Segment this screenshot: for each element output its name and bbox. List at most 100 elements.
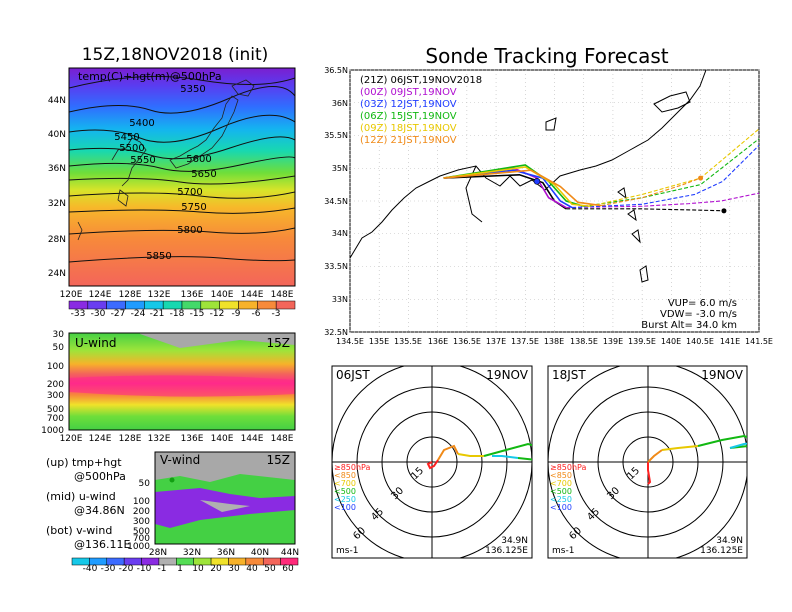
hodograph-segment bbox=[483, 442, 532, 461]
u-wind-time: 15Z bbox=[267, 336, 291, 350]
hodograph-segment bbox=[647, 462, 652, 485]
colorbar-label: -10 bbox=[137, 564, 152, 574]
wind-colorbar bbox=[71, 557, 299, 566]
colorbar-swatch bbox=[125, 300, 145, 310]
hodograph-segment bbox=[457, 453, 484, 457]
hodograph-time: 06JST bbox=[336, 368, 370, 382]
left-map-coastline bbox=[77, 79, 255, 241]
contour-label: 5400 bbox=[129, 118, 154, 129]
colorbar-label: 10 bbox=[192, 564, 204, 574]
hodograph-segment bbox=[492, 455, 519, 459]
lon-tick-label: 148E bbox=[271, 290, 294, 300]
level-legend-item: <850 bbox=[550, 471, 572, 480]
u-wind-label: U-wind bbox=[75, 336, 116, 350]
level-legend-item: <500 bbox=[334, 487, 356, 496]
note-subheading: @34.86N bbox=[74, 504, 125, 517]
level-legend-item: <250 bbox=[334, 495, 356, 504]
u-wind-y-axis: 30 50 100 200 300 500 700 1000 bbox=[41, 330, 64, 436]
v-wind-time: 15Z bbox=[267, 453, 291, 467]
temperature-colorbar bbox=[68, 300, 296, 310]
colorbar-label: -30 bbox=[101, 564, 116, 574]
pressure-tick-label: 50 bbox=[53, 343, 65, 353]
v-wind-label: V-wind bbox=[160, 453, 200, 467]
colorbar-swatch bbox=[68, 300, 89, 310]
contour-label: 5550 bbox=[130, 155, 155, 166]
colorbar-swatch bbox=[87, 300, 107, 310]
lon-tick-label: 124E bbox=[89, 290, 112, 300]
panel-description-notes: (up) tmp+hgt @500hPa (mid) u-wind @34.86… bbox=[46, 456, 130, 551]
hodograph-trace bbox=[647, 434, 747, 485]
colorbar-label: -18 bbox=[170, 309, 185, 319]
lon-tick-label: 141E bbox=[720, 337, 740, 346]
colorbar-label: -27 bbox=[111, 309, 126, 319]
colorbar-label: 20 bbox=[210, 564, 222, 574]
lat-tick-label: 33.5N bbox=[324, 262, 348, 271]
contour-label: 5350 bbox=[180, 84, 205, 95]
v-wind-panel bbox=[154, 451, 296, 545]
lon-tick-label: 120E bbox=[60, 434, 83, 444]
location-lat: 34.9N bbox=[501, 536, 528, 546]
colorbar-label: 40 bbox=[246, 564, 258, 574]
colorbar-label: -6 bbox=[252, 309, 261, 319]
forecast-tracks bbox=[443, 128, 759, 214]
colorbar-swatch bbox=[219, 300, 239, 310]
contour-label: 5750 bbox=[181, 202, 206, 213]
colorbar-label: -30 bbox=[91, 309, 106, 319]
lon-tick-label: 138.5E bbox=[570, 337, 598, 346]
lat-tick-label: 32N bbox=[183, 548, 201, 558]
hodograph-06jst: 15 30 45 60 bbox=[331, 365, 533, 559]
ascent-rate-label: VUP= 6.0 m/s bbox=[668, 298, 737, 309]
descent-track bbox=[601, 177, 701, 207]
colorbar-label: -20 bbox=[119, 564, 134, 574]
lon-tick-label: 140E bbox=[211, 290, 234, 300]
colorbar-label: -40 bbox=[83, 564, 98, 574]
pressure-tick-label: 500 bbox=[133, 527, 150, 537]
lat-tick-label: 44N bbox=[281, 548, 299, 558]
lat-tick-label: 28N bbox=[149, 548, 167, 558]
location-lon: 136.125E bbox=[485, 546, 528, 556]
lat-tick-label: 33N bbox=[332, 295, 348, 304]
lon-tick-label: 144E bbox=[241, 290, 264, 300]
pressure-tick-label: 200 bbox=[133, 507, 150, 517]
lat-tick-label: 36N bbox=[217, 548, 235, 558]
ascent-track bbox=[443, 166, 590, 208]
hodograph-segment bbox=[647, 449, 663, 463]
pressure-tick-label: 30 bbox=[53, 330, 65, 340]
colorbar-label: -33 bbox=[71, 309, 86, 319]
u-wind-x-axis: 120E 124E 128E 132E 136E 140E 144E 148E bbox=[60, 434, 294, 444]
lat-tick-label: 35N bbox=[332, 164, 348, 173]
level-legend-item: <250 bbox=[550, 495, 572, 504]
colorbar-label: -12 bbox=[210, 309, 225, 319]
lon-tick-label: 136.5E bbox=[453, 337, 481, 346]
descent-track bbox=[572, 144, 759, 209]
hodograph-18jst: 15 30 45 60 bbox=[547, 365, 748, 559]
descent-track bbox=[566, 192, 759, 209]
lon-tick-label: 140.5E bbox=[686, 337, 714, 346]
level-legend-item: <850 bbox=[334, 471, 356, 480]
note-heading: (up) tmp+hgt bbox=[46, 456, 122, 469]
colorbar-label: 60 bbox=[282, 564, 294, 574]
lon-tick-label: 132E bbox=[148, 290, 171, 300]
hodograph-segment bbox=[729, 442, 747, 449]
lat-tick-label: 36.5N bbox=[324, 66, 348, 75]
lat-tick-label: 40N bbox=[48, 130, 66, 140]
note-heading: (bot) v-wind bbox=[46, 524, 112, 537]
colorbar-swatch bbox=[280, 557, 299, 566]
contour-label: 5700 bbox=[177, 187, 202, 198]
v-wind-x-axis: 28N 32N 36N 40N 44N bbox=[149, 548, 299, 558]
contour-label: 5600 bbox=[186, 154, 211, 165]
contour-label: 5450 bbox=[114, 132, 139, 143]
lon-tick-label: 137.5E bbox=[511, 337, 539, 346]
hodograph-segment bbox=[437, 444, 459, 461]
level-legend-item: ≥850hPa bbox=[550, 463, 587, 472]
lon-tick-label: 139E bbox=[603, 337, 623, 346]
colorbar-swatch bbox=[275, 300, 296, 310]
launch-legend-item: (21Z) 06JST,19NOV2018 bbox=[360, 75, 482, 86]
forecast-lon-axis: 134.5E 135E 135.5E 136E 136.5E 137E 137.… bbox=[336, 337, 773, 346]
colorbar-swatch bbox=[144, 300, 164, 310]
temperature-map: 5350 5400 5450 5500 5550 5600 5650 5700 … bbox=[68, 67, 296, 287]
colorbar-swatch bbox=[162, 300, 183, 310]
pressure-tick-label: 100 bbox=[47, 362, 64, 372]
lon-tick-label: 128E bbox=[119, 434, 142, 444]
forecast-gridlines bbox=[349, 69, 760, 333]
